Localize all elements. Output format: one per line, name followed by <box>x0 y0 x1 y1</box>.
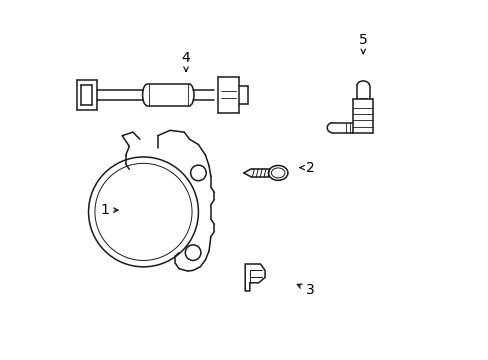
Text: 3: 3 <box>297 283 314 297</box>
Text: 1: 1 <box>100 203 118 217</box>
Text: 4: 4 <box>181 51 190 71</box>
Text: 2: 2 <box>299 161 314 175</box>
Text: 5: 5 <box>358 33 367 54</box>
